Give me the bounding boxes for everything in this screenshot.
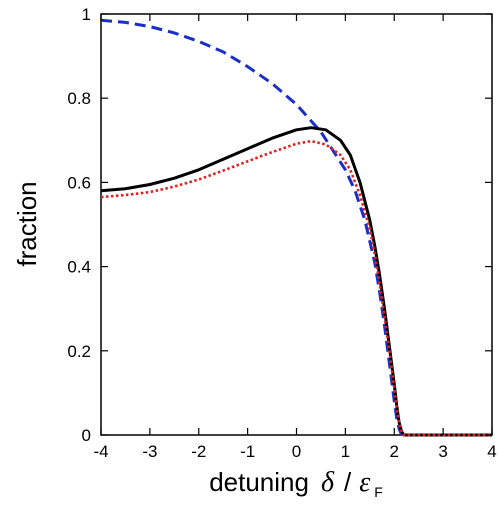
x-tick-label: -1	[240, 442, 255, 461]
x-axis-title: detuning δ / ε F	[209, 467, 383, 500]
series-dotted-line	[100, 139, 492, 437]
series-layer	[100, 18, 492, 437]
x-axis-title-slash: /	[344, 467, 352, 497]
x-tick-label: 3	[438, 442, 447, 461]
series-solid-line	[100, 126, 492, 437]
y-tick-label: 0.8	[67, 89, 91, 108]
ticks-layer: -4 -3 -2 -1 0 1 2 3 4 0 0.2 0.4 0.6 0.8 1	[67, 5, 496, 461]
y-tick-label: 0.6	[67, 173, 91, 192]
y-tick-label: 1	[82, 5, 91, 24]
x-tick-label: -2	[191, 442, 206, 461]
x-tick-label: -4	[93, 442, 108, 461]
y-tick-label: 0.2	[67, 342, 91, 361]
x-tick-label: 4	[487, 442, 496, 461]
y-tick-label: 0.4	[67, 258, 91, 277]
x-axis-title-sub: F	[374, 484, 383, 500]
series-dashed-line	[100, 18, 403, 436]
y-axis-title: fraction	[12, 181, 42, 266]
y-tick-label: 0	[82, 426, 91, 445]
x-tick-label: 1	[341, 442, 350, 461]
x-axis-title-main: detuning	[209, 467, 309, 497]
plot-frame	[100, 13, 493, 436]
x-tick-label: 0	[292, 442, 301, 461]
x-tick-label: 2	[390, 442, 399, 461]
x-axis-title-delta: δ	[321, 467, 335, 498]
x-axis-title-eps: ε	[359, 467, 370, 498]
x-tick-label: -3	[142, 442, 157, 461]
